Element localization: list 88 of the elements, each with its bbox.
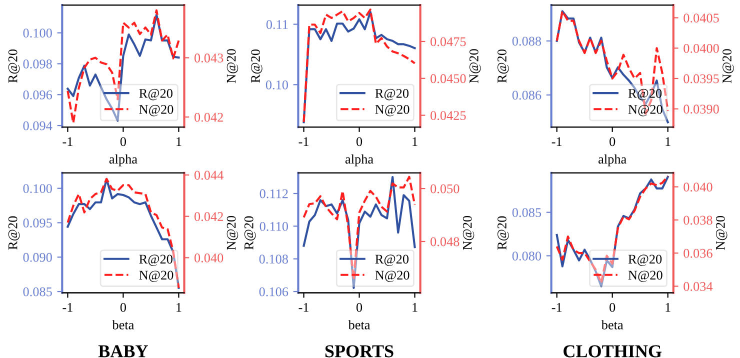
y2-tick-label: 0.0475 [430,37,466,46]
x-tick-label: -1 [62,137,72,146]
y2-tick-label: 0.044 [194,170,224,180]
y2-tick-label: 0.050 [430,184,460,194]
y2-axis-title: N@20 [226,49,238,84]
x-tick-label: 1 [412,137,418,146]
y-tick-label: 0.095 [23,218,52,228]
y-tick-label: 0.085 [512,208,542,218]
y2-tick-label: 0.0390 [684,104,719,114]
text: CLOTHING [564,345,662,358]
legend-label: N@20 [139,270,174,282]
y2-tick-label: 0.0405 [684,14,719,23]
legend-label: N@20 [375,270,410,282]
y-tick-label: 0.098 [23,60,52,68]
y2-tick-label: 0.042 [194,112,223,122]
y-tick-label: 0.096 [23,90,52,100]
line-series [66,178,180,289]
x-tick-label: 0 [120,302,126,312]
y2-tick-label: 0.0450 [430,74,466,84]
legend-label: R@20 [139,254,172,266]
y2-tick-label: 0.048 [430,237,460,246]
y-axis-title: R@20 [8,49,20,83]
x-axis-title: beta [601,320,624,330]
y-axis-title: R@20 [498,216,509,250]
y2-axis-title: N@20 [722,49,734,84]
x-axis-title: alpha [345,154,374,166]
x-tick-label: 0 [610,137,616,146]
y-axis-title: R@20 [498,49,509,83]
y-axis-title: R@20 [251,49,262,83]
x-tick-label: -1 [298,303,308,312]
y-axis-title: R@20 [8,216,20,250]
y2-tick-label: 0.036 [684,248,712,258]
y2-tick-label: 0.0400 [684,44,719,53]
y2-tick-label: 0.043 [194,54,224,63]
x-tick-label: 0 [356,137,362,146]
y2-tick-label: 0.042 [194,212,223,222]
x-tick-label: -1 [552,137,562,146]
y2-tick-label: 0.0425 [430,111,466,120]
legend-label: R@20 [139,88,172,100]
x-tick-label: -1 [62,303,72,312]
x-axis-title: beta [348,320,370,330]
legend-label: N@20 [375,104,410,116]
y-tick-label: 0.085 [23,287,52,296]
x-tick-label: -1 [298,137,308,146]
x-tick-label: 1 [176,303,182,312]
y-tick-label: 0.094 [23,121,52,130]
x-tick-label: 0 [356,302,362,312]
x-tick-label: 1 [666,303,670,312]
x-axis-title: beta [112,320,134,330]
x-tick-label: 1 [412,303,418,312]
y2-tick-label: 0.040 [194,253,224,262]
x-axis-title: alpha [109,154,138,166]
x-tick-label: 1 [176,137,182,146]
text: SPORTS [325,345,394,358]
y-tick-label: 0.080 [512,252,542,261]
y2-axis-title: N@20 [716,216,728,250]
y2-tick-label: 0.040 [684,182,712,192]
text: BABY [98,345,148,358]
y-tick-label: 0.10 [266,80,288,90]
y-tick-label: 0.100 [23,184,52,194]
y-tick-label: 0.088 [512,36,542,46]
y2-tick-label: 0.034 [684,282,713,291]
legend-label: N@20 [628,104,662,116]
y2-tick-label: 0.038 [684,216,712,225]
y2-axis-title: N@20 [462,216,474,250]
y-tick-label: 0.110 [260,222,288,231]
y-tick-label: 0.112 [260,189,288,198]
y-tick-label: 0.11 [266,20,288,30]
y-tick-label: 0.100 [23,28,52,38]
x-tick-label: -1 [552,303,562,312]
y2-axis-title: N@20 [226,216,238,250]
legend-label: R@20 [375,254,409,266]
legend-label: N@20 [628,270,662,282]
y2-axis-title: N@20 [469,49,481,84]
y-tick-label: 0.090 [23,252,52,262]
x-tick-label: 0 [610,302,616,312]
legend-label: R@20 [628,254,662,266]
y-tick-label: 0.086 [512,90,542,100]
legend-label: R@20 [628,88,662,100]
x-tick-label: 0 [120,137,126,146]
legend-label: N@20 [139,104,174,116]
y-tick-label: 0.106 [259,287,288,296]
legend-label: R@20 [375,88,409,100]
y-tick-label: 0.108 [259,254,288,264]
x-axis-title: alpha [598,154,626,166]
x-tick-label: 1 [666,137,670,146]
y2-tick-label: 0.0395 [684,74,719,84]
y-axis-title: R@20 [244,216,256,250]
